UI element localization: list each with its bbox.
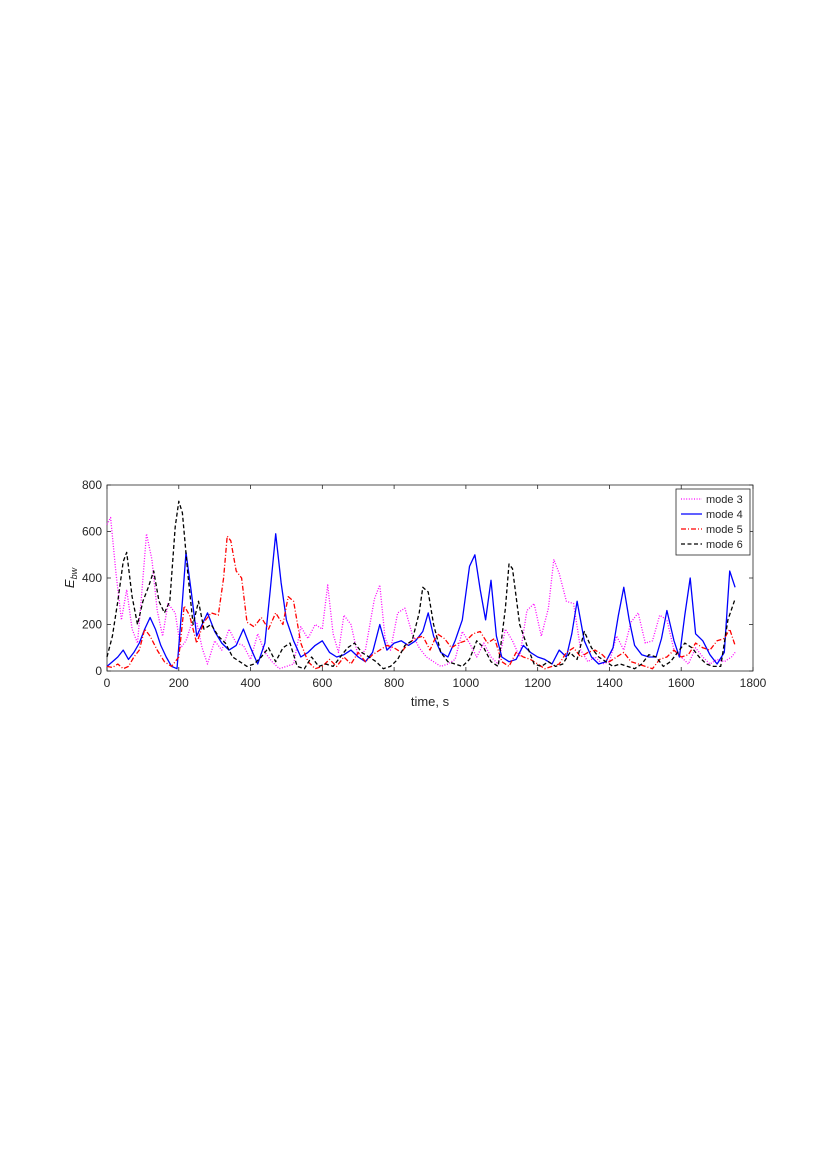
series-line-mode-5 (106, 535, 736, 670)
x-tick-label: 0 (104, 676, 111, 690)
x-tick-label: 1000 (453, 676, 480, 690)
y-tick-label: 200 (82, 618, 102, 632)
y-tick-label: 0 (95, 664, 102, 678)
x-tick-label: 800 (384, 676, 404, 690)
series-line-mode-6 (106, 500, 736, 670)
y-tick-label: 600 (82, 525, 102, 539)
y-tick-label: 800 (82, 478, 102, 492)
plot-area (106, 484, 754, 672)
x-tick-label: 1600 (668, 676, 695, 690)
x-tick-label: 1800 (740, 676, 767, 690)
y-tick-label: 400 (82, 571, 102, 585)
x-tick-label: 200 (169, 676, 189, 690)
legend-label: mode 3 (706, 494, 743, 506)
y-axis-label: Ebw (62, 567, 79, 588)
x-tick-label: 400 (241, 676, 261, 690)
x-tick-label: 1200 (524, 676, 551, 690)
y-axis-label-subscript: bw (69, 567, 79, 579)
series-line-mode-3 (106, 516, 736, 670)
series-line-mode-4 (106, 533, 736, 670)
x-tick-label: 1400 (596, 676, 623, 690)
x-axis-label: time, s (411, 694, 450, 709)
legend-label: mode 6 (706, 539, 743, 551)
tick-layer: 0 200 400 600 800 1000 1200 1400 1600 1800 0 200 400… (82, 478, 767, 690)
legend: mode 3 mode 4 mode 5 mode 6 (675, 488, 751, 556)
series-layer (106, 500, 736, 670)
legend-label: mode 4 (706, 509, 743, 521)
x-tick-label: 600 (312, 676, 332, 690)
legend-label: mode 5 (706, 524, 743, 536)
y-axis-label-main: E (62, 579, 77, 588)
